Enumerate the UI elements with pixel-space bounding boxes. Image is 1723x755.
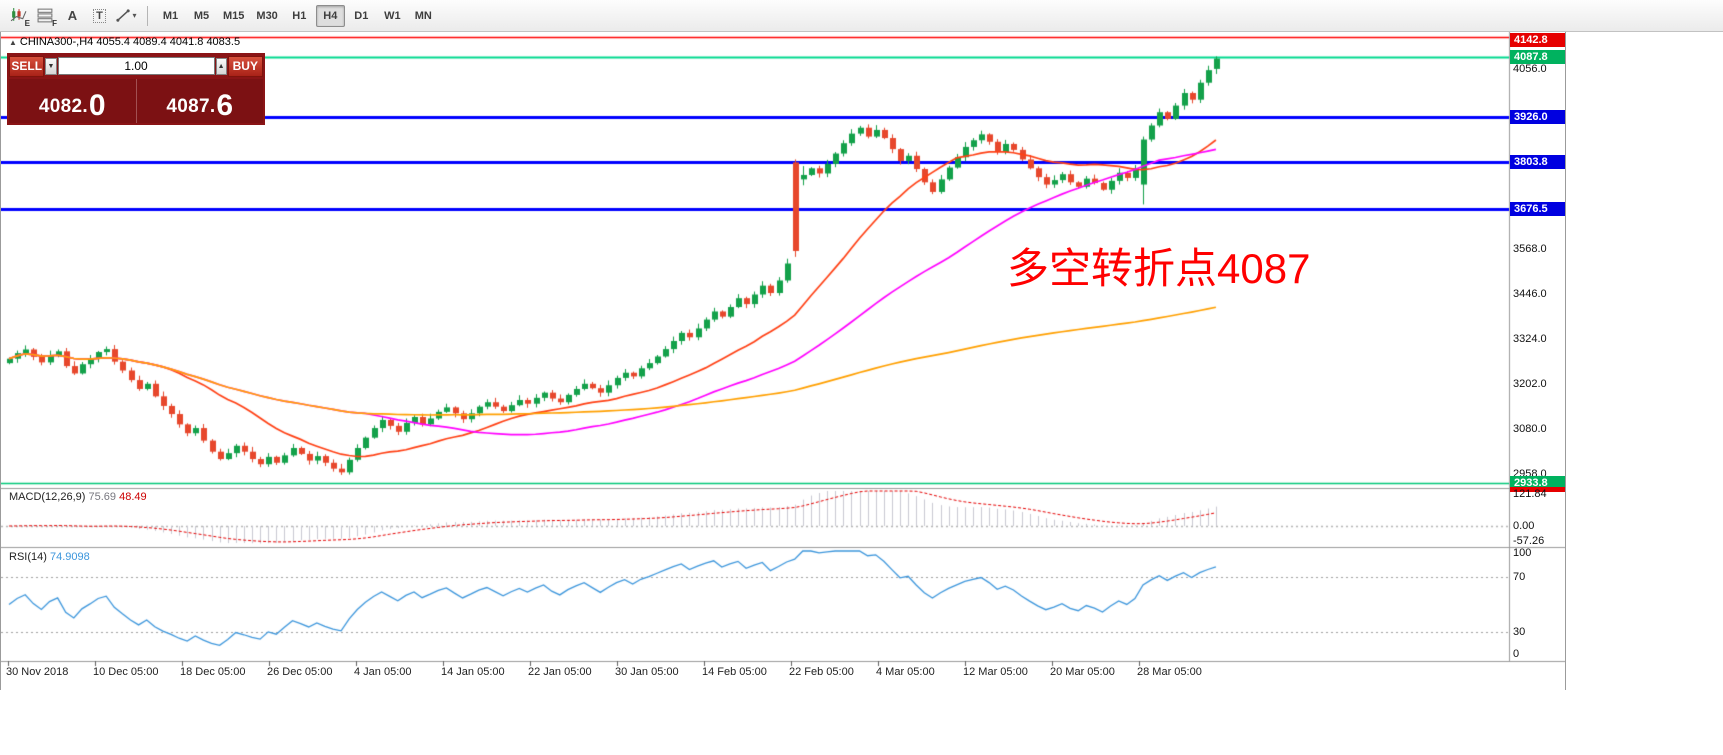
rsi-axis-label: 0 [1513,648,1520,660]
macd-signal-value: 48.49 [119,491,147,503]
price-axis-tick: 4056.0 [1513,63,1547,75]
time-axis-label: 30 Nov 2018 [6,666,69,678]
timeframe-buttons: M1 M5 M15 M30 H1 H4 D1 W1 MN [155,4,439,27]
label-tool-icon[interactable]: T [86,3,113,28]
chevron-up-icon: ▲ [217,62,225,70]
bid-price-main: 4082. [38,96,88,117]
price-marker-label: 4142.8 [1510,33,1565,47]
time-axis-label: 20 Mar 05:00 [1050,666,1115,678]
macd-axis-label: -57.26 [1513,535,1545,547]
price-marker-label: 3803.8 [1510,155,1565,169]
timeframe-m15-button[interactable]: M15 [223,9,245,22]
price-marker-label: 3676.5 [1510,202,1565,216]
chart-annotation-text[interactable]: 多空转折点4087 [1007,245,1311,292]
ask-price-pip: 6 [216,88,234,122]
time-axis-label: 4 Mar 05:00 [876,666,935,678]
ask-price-box[interactable]: 4087. 6 [135,79,264,123]
macd-axis-label: 0.00 [1513,520,1535,532]
text-tool-icon[interactable]: A [59,3,86,28]
timeframe-m1-button[interactable]: M1 [162,9,179,22]
icon-badge-e: E [24,19,30,28]
chart-objects-e-icon[interactable]: E [5,3,32,28]
macd-value: 75.69 [88,491,117,503]
rsi-axis-label: 30 [1513,626,1526,638]
time-axis-label: 4 Jan 05:00 [354,666,412,678]
time-axis-label: 30 Jan 05:00 [615,666,679,678]
price-marker-label: 4087.8 [1510,50,1565,64]
trade-panel-controls: SELL ▼ ▲ BUY [9,55,263,77]
letter-a-glyph: A [67,8,78,23]
rsi-axis-label: 100 [1513,547,1532,559]
chevron-down-icon: ▼ [47,62,55,70]
price-axis-tick: 3568.0 [1513,243,1547,255]
rsi-axis-label: 70 [1513,571,1526,583]
timeframe-d1-button[interactable]: D1 [354,9,369,22]
time-axis-label: 10 Dec 05:00 [93,666,159,678]
chart-objects-f-icon[interactable]: F [32,3,59,28]
trendline-icon [116,9,131,22]
sell-button[interactable]: SELL [9,55,45,77]
chevron-down-icon: ▾ [132,11,137,20]
toolbar-separator [147,5,148,26]
clipped-price-marker [1510,487,1565,492]
macd-indicator-label: MACD(12,26,9) 75.69 48.49 [9,491,147,503]
symbol-ohlc-text: CHINA300-,H4 4055.4 4089.4 4041.8 4083.5 [19,36,241,48]
time-axis-label: 28 Mar 05:00 [1137,666,1202,678]
letter-t-glyph: T [93,8,106,23]
time-axis-label: 22 Jan 05:00 [528,666,592,678]
price-axis-tick: 3446.0 [1513,288,1547,300]
rsi-name: RSI(14) [9,551,47,563]
rsi-value: 74.9098 [49,551,90,563]
symbol-ohlc-line: ▲ CHINA300-,H4 4055.4 4089.4 4041.8 4083.… [9,36,240,48]
grid-icon [37,8,53,23]
ask-price-main: 4087. [166,96,216,117]
macd-name: MACD(12,26,9) [9,491,86,503]
time-axis-label: 18 Dec 05:00 [180,666,246,678]
price-axis-tick: 3080.0 [1513,423,1547,435]
macd-axis-label: 121.84 [1513,488,1547,500]
timeframe-w1-button[interactable]: W1 [384,9,401,22]
price-axis-tick: 3324.0 [1513,333,1547,345]
price-axis-tick: 3202.0 [1513,378,1547,390]
timeframe-m30-button[interactable]: M30 [256,9,278,22]
drawing-tools-icon[interactable]: ▾ [113,3,140,28]
timeframe-mn-button[interactable]: MN [414,9,432,22]
chart-area: ▲ CHINA300-,H4 4055.4 4089.4 4041.8 4083.… [0,32,1566,690]
time-axis-label: 12 Mar 05:00 [963,666,1028,678]
timeframe-h4-button[interactable]: H4 [315,4,345,27]
price-marker-label: 2933.8 [1510,476,1565,490]
volume-input[interactable] [57,57,215,75]
time-axis-label: 22 Feb 05:00 [789,666,854,678]
bid-price-pip: 0 [88,88,106,122]
bid-price-box[interactable]: 4082. 0 [9,79,136,123]
price-marker-label: 3926.0 [1510,110,1565,124]
trade-panel-prices: 4082. 0 4087. 6 [9,79,263,123]
timeframe-m5-button[interactable]: M5 [193,9,210,22]
order-dropdown-button[interactable]: ▼ [45,57,57,75]
time-axis-label: 26 Dec 05:00 [267,666,333,678]
toolbar: E F A T ▾ M1 M5 M15 M30 H1 H4 D1 W1 MN [0,0,1723,32]
time-axis-label: 14 Jan 05:00 [441,666,505,678]
timeframe-h1-button[interactable]: H1 [292,9,307,22]
buy-button[interactable]: BUY [227,55,263,77]
one-click-trading-panel: SELL ▼ ▲ BUY 4082.0 4087.6 [7,53,265,125]
rsi-indicator-label: RSI(14) 74.9098 [9,551,90,563]
chart-canvas[interactable] [1,32,1565,690]
volume-up-button[interactable]: ▲ [215,57,227,75]
collapse-triangle-icon: ▲ [9,38,17,47]
time-axis-label: 14 Feb 05:00 [702,666,767,678]
icon-badge-f: F [52,19,57,28]
candlestick-chart-icon [10,8,27,22]
